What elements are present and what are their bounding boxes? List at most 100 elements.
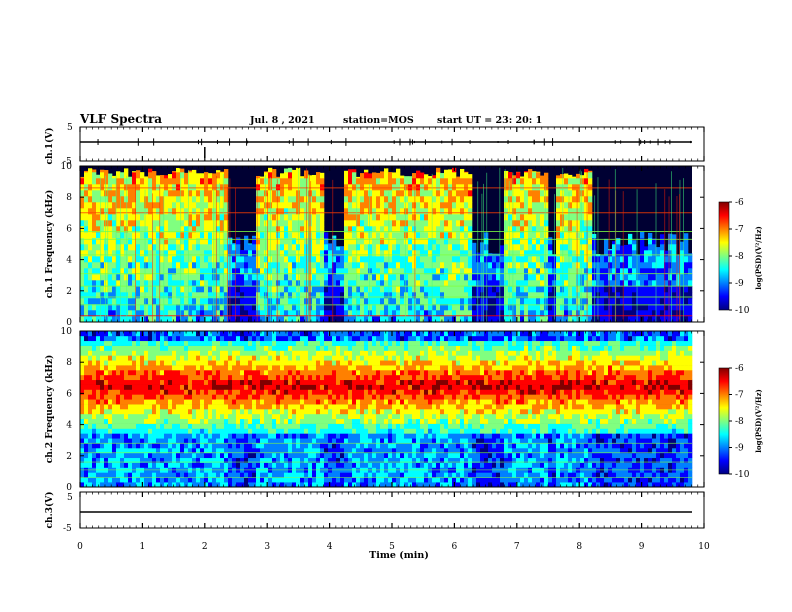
- ch2-spectrogram-cell: [200, 409, 205, 415]
- ch1-spectrogram-cell: [380, 280, 385, 287]
- ch1-spectrogram-cell: [220, 208, 225, 215]
- ch2-spectrogram-cell: [220, 448, 225, 454]
- ch1-spectrogram-cell: [108, 184, 113, 191]
- ch1-spectrogram-cell: [428, 286, 433, 293]
- ch2-spectrogram-cell: [116, 394, 121, 400]
- ch1-spectrogram-cell: [136, 202, 141, 209]
- ch1-spectrogram-cell: [328, 310, 333, 317]
- ch1-spectrogram-cell: [436, 214, 441, 221]
- ch2-spectrogram-cell: [144, 457, 149, 463]
- ch1-spectrogram-cell: [232, 316, 237, 323]
- ch2-spectrogram-cell: [104, 360, 109, 366]
- ch2-spectrogram-cell: [112, 379, 117, 385]
- ch2-spectrogram-cell: [140, 389, 145, 395]
- ch1-spectrogram-cell: [412, 292, 417, 299]
- ch1-spectrogram-cell: [180, 286, 185, 293]
- ch2-spectrogram-cell: [148, 472, 153, 478]
- ch2-spectrogram-cell: [160, 428, 165, 434]
- ch1-spectrogram-cell: [572, 310, 577, 317]
- ch1-spectrogram-cell: [156, 238, 161, 245]
- ch1-spectrogram-cell: [368, 256, 373, 263]
- ch2-spectrogram-cell: [108, 409, 113, 415]
- ch1-spectrogram-cell: [356, 292, 361, 299]
- ch1-spectrogram-cell: [172, 178, 177, 185]
- ch2-spectrogram-cell: [108, 335, 113, 342]
- ch1-spectrogram-cell: [556, 298, 561, 305]
- ch2-spectrogram-cell: [172, 418, 177, 424]
- ch1-spectrogram-cell: [448, 184, 453, 191]
- ch1-spectrogram-cell: [156, 184, 161, 191]
- ch2-spectrogram-cell: [152, 379, 157, 385]
- ch1-spectrogram-cell: [224, 268, 229, 275]
- ch1-spectrogram-cell: [264, 292, 269, 299]
- ch1-spectrogram-cell: [416, 244, 421, 251]
- ch2-spectrogram-cell: [188, 374, 193, 381]
- ch1-spectrogram-cell: [152, 178, 157, 185]
- ch1-spectrogram-cell: [460, 238, 465, 245]
- ch1-spectrogram-cell: [524, 226, 529, 233]
- ch2-spectrogram-cell: [112, 384, 117, 390]
- ch2-spectrogram-cell: [116, 443, 121, 449]
- ch2-spectrogram-cell: [196, 350, 201, 356]
- ch1-spectrogram-cell: [104, 268, 109, 275]
- ch2-spectrogram-cell: [136, 399, 141, 405]
- ch2-spectrogram-cell: [220, 365, 225, 371]
- ch2-spectrogram-cell: [136, 331, 141, 337]
- ch1-spectrogram-cell: [668, 298, 673, 305]
- ch1-spectrogram-cell: [252, 244, 257, 251]
- ch1-spectrogram-cell: [256, 280, 261, 287]
- ch2-spectrogram-cell: [256, 374, 261, 381]
- ch1-spectrogram-cell: [672, 310, 677, 317]
- ch1-spectrogram-cell: [680, 316, 685, 323]
- ch1-spectrogram-cell: [684, 233, 689, 239]
- ch1-spectrogram-cell: [240, 256, 245, 263]
- ch1-spectrogram-cell: [568, 292, 573, 299]
- ch2-spectrogram-cell: [228, 370, 233, 376]
- ch1-spectrogram-cell: [300, 292, 305, 299]
- ch1-spectrogram-cell: [432, 196, 437, 203]
- ch1-spectrogram-cell: [624, 274, 629, 281]
- ch2-spectrogram-cell: [228, 345, 233, 351]
- ch1-spectrogram-cell: [548, 237, 553, 239]
- ch1-spectrogram-cell: [632, 310, 637, 317]
- ch1-spectrogram-cell: [192, 304, 197, 311]
- ch2-spectrogram-cell: [240, 389, 245, 395]
- ch2-spectrogram-cell: [240, 404, 245, 410]
- ch1-spectrogram-cell: [316, 232, 321, 239]
- ch2-spectrogram-cell: [192, 394, 197, 400]
- ch1-spectrogram-cell: [92, 184, 97, 191]
- ch1-spectrogram-cell: [84, 232, 89, 239]
- ch2-spectrogram-cell: [92, 448, 97, 454]
- ch1-spectrogram-cell: [200, 292, 205, 299]
- ch1-spectrogram-cell: [112, 310, 117, 317]
- ch1-spectrogram-cell: [364, 214, 369, 221]
- ch2-spectrogram-cell: [188, 335, 193, 342]
- ch2-spectrogram-cell: [220, 399, 225, 405]
- ch1-spectrogram-cell: [120, 292, 125, 299]
- ch1-spectrogram-cell: [312, 250, 317, 257]
- ch1-spectrogram-cell: [244, 292, 249, 299]
- ch2-spectrogram-cell: [180, 365, 185, 371]
- ch1-spectrogram-cell: [572, 298, 577, 305]
- ch1-spectrogram-cell: [104, 274, 109, 281]
- ch2-spectrogram-cell: [196, 413, 201, 420]
- ch1-spectrogram-cell: [552, 274, 557, 281]
- ch2-spectrogram-cell: [80, 399, 85, 405]
- ch1-spectrogram-cell: [212, 226, 217, 233]
- ch2-spectrogram-cell: [256, 331, 261, 337]
- ch2-spectrogram-cell: [172, 433, 177, 439]
- ch1-spectrogram-cell: [128, 196, 133, 203]
- ch1-spectrogram-cell: [92, 196, 97, 203]
- ch1-spectrogram-cell: [352, 238, 357, 245]
- ch1-spectrogram-cell: [340, 310, 345, 317]
- ch1-spectrogram-cell: [380, 274, 385, 281]
- ch1-spectrogram-cell: [200, 232, 205, 239]
- ch1-spectrogram-cell: [640, 256, 645, 263]
- ch1-spectrogram-cell: [456, 196, 461, 203]
- ch1-spectrogram-cell: [476, 310, 481, 317]
- ch1-spectrogram-cell: [208, 178, 213, 185]
- ch2-spectrogram-cell: [224, 399, 229, 405]
- ch1-spectrogram-cell: [628, 316, 633, 323]
- ch1-spectrogram-cell: [364, 256, 369, 263]
- ch1-spectrogram-cell: [172, 196, 177, 203]
